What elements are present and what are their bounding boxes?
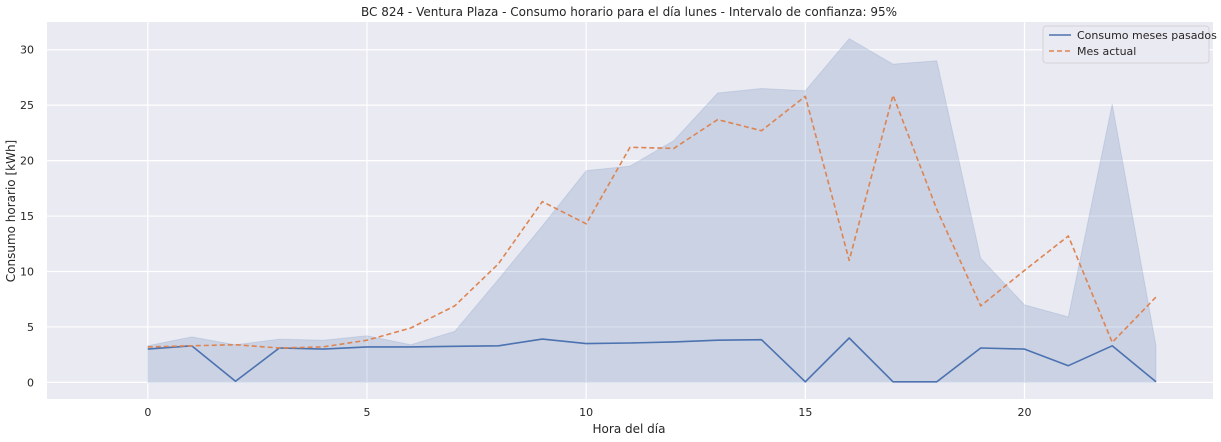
series-line-consumo-meses-pasados [147, 337, 1157, 383]
y-tick-label: 30 [20, 44, 34, 57]
y-tick-label: 15 [20, 210, 34, 223]
tick-labels: 0 5 10 15 20 0 5 10 15 20 25 30 [20, 44, 1032, 419]
series-line-mes-actual [147, 94, 1157, 349]
y-tick-label: 10 [20, 265, 34, 278]
legend-box [1042, 25, 1210, 64]
legend-label-mes-actual: Mes actual [1077, 45, 1136, 58]
y-tick-label: 20 [20, 155, 34, 168]
y-axis-label: Consumo horario [kWh] [4, 140, 18, 282]
chart-title: BC 824 - Ventura Plaza - Consumo horario… [361, 5, 897, 19]
plot-area [47, 22, 1213, 399]
y-tick-label: 25 [20, 99, 34, 112]
series-lines [147, 94, 1157, 383]
x-tick-label: 15 [798, 406, 812, 419]
y-tick-label: 5 [27, 321, 34, 334]
x-tick-label: 5 [363, 406, 370, 419]
y-tick-label: 0 [27, 376, 34, 389]
x-tick-label: 10 [579, 406, 593, 419]
confidence-band-area [147, 37, 1157, 383]
confidence-band [147, 37, 1157, 383]
grid [47, 22, 1213, 399]
x-tick-label: 20 [1018, 406, 1032, 419]
x-axis-label: Hora del día [593, 422, 666, 436]
x-tick-label: 0 [144, 406, 151, 419]
legend: Consumo meses pasados Mes actual [1042, 25, 1217, 64]
legend-label-consumo-meses-pasados: Consumo meses pasados [1077, 29, 1217, 42]
